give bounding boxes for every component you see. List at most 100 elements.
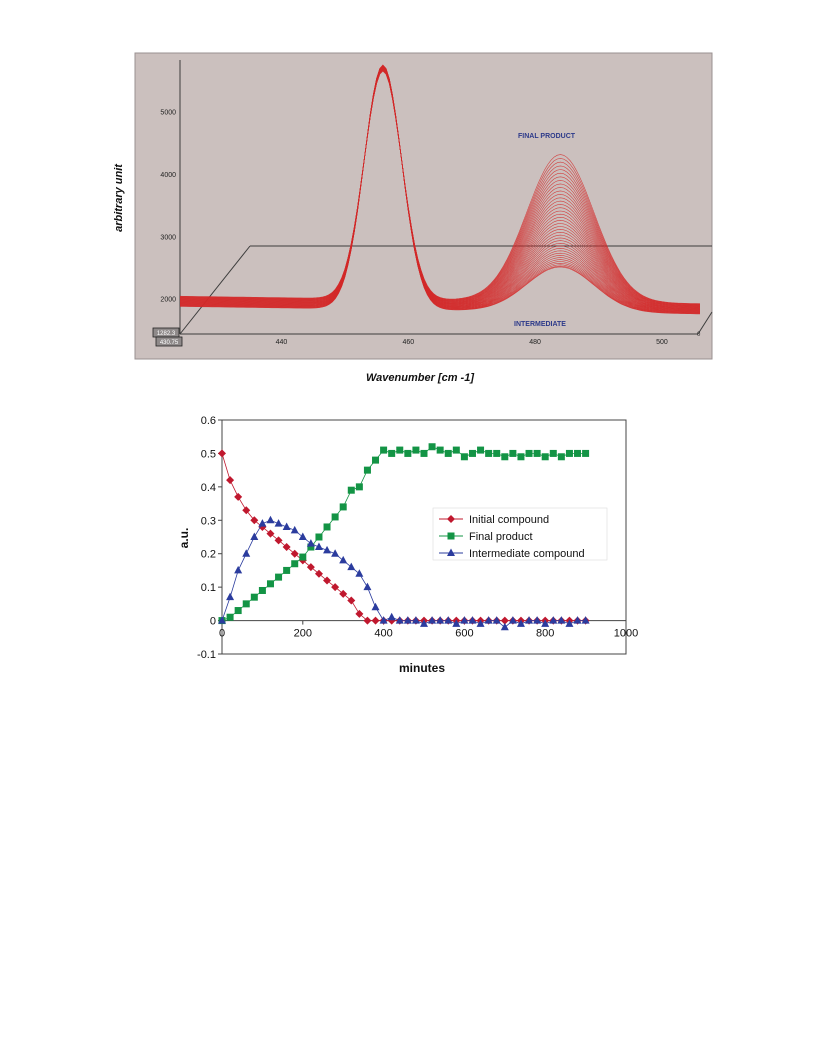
data-point <box>347 486 355 494</box>
data-point <box>565 619 574 627</box>
data-point <box>331 513 339 521</box>
kinetics-y-axis-label: a.u. <box>178 528 191 549</box>
data-point <box>290 549 299 558</box>
data-point <box>266 515 275 524</box>
data-point <box>258 586 266 594</box>
data-point <box>266 580 274 588</box>
spectra-x-tick: 460 <box>402 339 414 346</box>
data-point <box>411 616 420 624</box>
kinetics-series-group <box>218 443 590 631</box>
legend-entry: Intermediate compound <box>469 548 585 560</box>
data-point <box>371 616 380 625</box>
data-point <box>363 616 372 625</box>
data-point <box>355 609 364 618</box>
kinetics-x-tick: 600 <box>455 628 473 640</box>
kinetics-y-tick: 0.2 <box>201 549 216 561</box>
kinetics-y-tick: 0.4 <box>201 482 216 494</box>
legend-marker <box>447 532 455 540</box>
kinetics-chart: -0.100.10.20.30.40.50.60 200 400 600 800 1000… <box>178 415 638 675</box>
data-point <box>573 616 582 624</box>
data-point <box>363 466 371 474</box>
data-point <box>468 616 477 624</box>
depth-label-box <box>155 336 183 347</box>
kinetics-y-tick: 0.1 <box>201 582 216 594</box>
data-point <box>484 616 493 624</box>
data-point <box>428 616 437 624</box>
data-point <box>234 565 243 574</box>
kinetics-y-tick: 0.5 <box>201 448 216 460</box>
data-point <box>226 476 235 485</box>
data-point <box>323 545 332 554</box>
data-point <box>355 483 363 491</box>
data-point <box>218 616 226 624</box>
spectrum-line <box>179 70 701 304</box>
kinetics-y-tick: -0.1 <box>197 649 216 661</box>
data-point <box>218 449 226 458</box>
data-point <box>412 446 420 454</box>
data-point <box>420 619 428 627</box>
data-point <box>315 533 323 541</box>
data-point <box>250 516 259 525</box>
data-point <box>420 449 428 457</box>
data-point <box>501 453 509 461</box>
data-point <box>299 553 307 561</box>
data-point <box>436 616 445 624</box>
data-point <box>226 592 235 601</box>
kinetics-y-tick: 0.6 <box>201 415 216 427</box>
spectra-y-axis-label: arbitrary unit <box>113 163 125 232</box>
data-point <box>476 619 485 627</box>
data-point <box>266 529 275 538</box>
data-point <box>508 616 517 624</box>
data-point <box>557 616 566 624</box>
data-point <box>452 619 461 627</box>
legend-entry: Initial compound <box>469 514 549 526</box>
depth-label-back: 1282.3 <box>157 331 176 337</box>
data-point <box>509 449 517 457</box>
series-line <box>221 519 586 628</box>
spectra-x-tick: 480 <box>529 339 541 346</box>
spectra-floor <box>179 60 713 335</box>
data-point <box>339 589 348 598</box>
data-point <box>306 539 315 547</box>
data-point <box>387 616 396 625</box>
legend-marker <box>447 548 455 556</box>
data-point <box>492 616 501 624</box>
data-point <box>436 446 444 454</box>
spectra-y-tick: 5000 <box>160 110 176 117</box>
data-point <box>298 532 307 540</box>
data-point <box>226 613 234 621</box>
data-point <box>517 453 525 461</box>
data-point <box>282 543 291 552</box>
data-point <box>291 560 299 568</box>
data-point <box>347 562 356 571</box>
data-point <box>282 522 291 530</box>
data-point <box>372 456 380 464</box>
kinetics-legend: Initial compound Final product Intermediat… <box>432 507 608 561</box>
data-point <box>314 542 323 551</box>
data-point <box>371 602 380 611</box>
depth-axis-label: 0 <box>697 332 701 338</box>
spectra-x-tick: 500 <box>656 339 668 346</box>
data-point <box>582 449 590 457</box>
data-point <box>307 543 315 551</box>
kinetics-x-tick: 1000 <box>614 628 638 640</box>
data-point <box>500 622 509 631</box>
legend-entry: Final product <box>469 531 533 543</box>
data-point <box>428 443 436 451</box>
data-point <box>331 583 340 592</box>
data-point <box>331 549 340 557</box>
data-point <box>533 616 542 624</box>
data-point <box>234 492 243 501</box>
data-point <box>493 449 501 457</box>
data-point <box>250 593 258 601</box>
data-point <box>516 619 525 627</box>
spectra-y-tick: 4000 <box>160 172 176 179</box>
data-point <box>306 563 315 572</box>
spectra-y-tick: 3000 <box>160 234 176 241</box>
spectra-plot-background <box>134 52 713 360</box>
data-point <box>533 449 541 457</box>
data-point <box>549 449 557 457</box>
spectra-series-group <box>179 64 701 315</box>
data-point <box>355 569 364 577</box>
data-point <box>274 536 283 545</box>
